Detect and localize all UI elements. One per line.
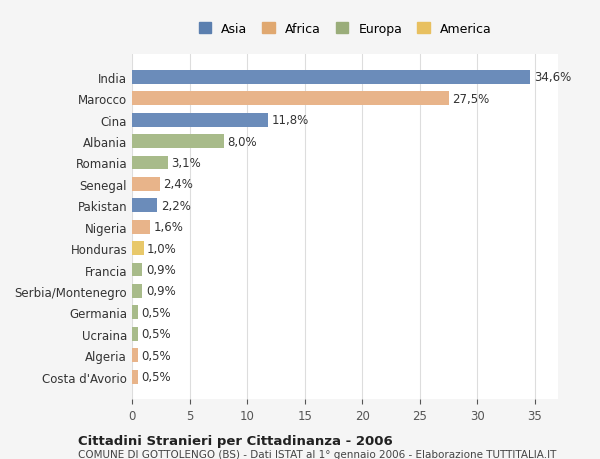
Text: 0,5%: 0,5% [141, 328, 171, 341]
Text: 2,2%: 2,2% [161, 199, 191, 213]
Text: 8,0%: 8,0% [227, 135, 257, 148]
Text: 1,0%: 1,0% [147, 242, 177, 255]
Bar [132, 135, 224, 149]
Bar [132, 199, 157, 213]
Bar [132, 178, 160, 191]
Text: 1,6%: 1,6% [154, 221, 184, 234]
Bar [132, 241, 143, 256]
Bar [132, 348, 138, 362]
Text: 11,8%: 11,8% [271, 114, 308, 127]
Bar [132, 220, 151, 234]
Bar [132, 284, 142, 298]
Bar [132, 113, 268, 127]
Text: COMUNE DI GOTTOLENGO (BS) - Dati ISTAT al 1° gennaio 2006 - Elaborazione TUTTITA: COMUNE DI GOTTOLENGO (BS) - Dati ISTAT a… [78, 449, 556, 459]
Bar [132, 71, 530, 84]
Text: 0,5%: 0,5% [141, 349, 171, 362]
Text: 0,9%: 0,9% [146, 285, 176, 298]
Text: 0,9%: 0,9% [146, 263, 176, 276]
Text: 0,5%: 0,5% [141, 370, 171, 383]
Text: 34,6%: 34,6% [534, 71, 571, 84]
Text: 27,5%: 27,5% [452, 93, 490, 106]
Text: 3,1%: 3,1% [171, 157, 201, 170]
Bar [132, 306, 138, 319]
Bar [132, 263, 142, 277]
Text: 2,4%: 2,4% [163, 178, 193, 191]
Text: Cittadini Stranieri per Cittadinanza - 2006: Cittadini Stranieri per Cittadinanza - 2… [78, 434, 393, 447]
Text: 0,5%: 0,5% [141, 306, 171, 319]
Bar [132, 327, 138, 341]
Bar [132, 156, 167, 170]
Legend: Asia, Africa, Europa, America: Asia, Africa, Europa, America [193, 17, 497, 42]
Bar [132, 92, 449, 106]
Bar [132, 370, 138, 384]
